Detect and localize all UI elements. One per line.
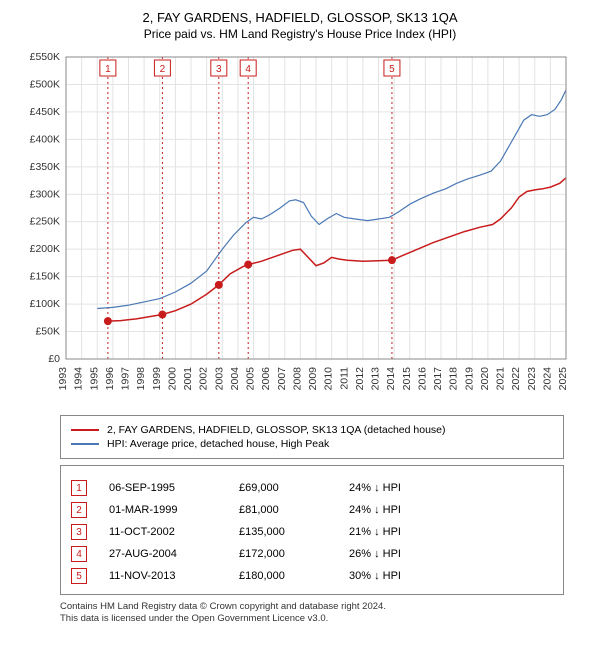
svg-text:2020: 2020 bbox=[479, 367, 491, 391]
legend-label: HPI: Average price, detached house, High… bbox=[107, 438, 329, 450]
svg-text:1997: 1997 bbox=[120, 367, 132, 391]
svg-text:2004: 2004 bbox=[229, 367, 241, 391]
svg-text:2010: 2010 bbox=[323, 367, 335, 391]
legend: 2, FAY GARDENS, HADFIELD, GLOSSOP, SK13 … bbox=[60, 415, 564, 459]
svg-text:2013: 2013 bbox=[370, 367, 382, 391]
svg-text:2001: 2001 bbox=[182, 367, 194, 391]
svg-text:2008: 2008 bbox=[291, 367, 303, 391]
footer-line: This data is licensed under the Open Gov… bbox=[60, 613, 564, 625]
svg-text:3: 3 bbox=[216, 64, 222, 75]
svg-text:5: 5 bbox=[389, 64, 395, 75]
svg-text:2019: 2019 bbox=[463, 367, 475, 391]
sale-number-badge: 5 bbox=[71, 568, 87, 584]
svg-text:1995: 1995 bbox=[88, 367, 100, 391]
svg-text:2018: 2018 bbox=[448, 367, 460, 391]
svg-text:1994: 1994 bbox=[73, 367, 85, 391]
svg-text:4: 4 bbox=[245, 64, 251, 75]
svg-text:2012: 2012 bbox=[354, 367, 366, 391]
sale-delta-hpi: 24% ↓ HPI bbox=[349, 504, 469, 516]
sales-table: 1 06-SEP-1995£69,00024% ↓ HPI 2 01-MAR-1999… bbox=[60, 465, 564, 595]
svg-text:£250K: £250K bbox=[30, 216, 60, 228]
svg-text:2025: 2025 bbox=[557, 367, 569, 391]
page-subtitle: Price paid vs. HM Land Registry's House … bbox=[8, 27, 592, 41]
svg-text:2021: 2021 bbox=[495, 367, 507, 391]
sale-price: £69,000 bbox=[239, 482, 349, 494]
svg-text:£300K: £300K bbox=[30, 188, 60, 200]
sale-date: 11-OCT-2002 bbox=[109, 526, 239, 538]
svg-text:£350K: £350K bbox=[30, 161, 60, 173]
legend-item: 2, FAY GARDENS, HADFIELD, GLOSSOP, SK13 … bbox=[71, 424, 553, 436]
sale-delta-hpi: 26% ↓ HPI bbox=[349, 548, 469, 560]
table-row: 3 11-OCT-2002£135,00021% ↓ HPI bbox=[71, 524, 553, 540]
svg-text:£200K: £200K bbox=[30, 243, 60, 255]
page-title: 2, FAY GARDENS, HADFIELD, GLOSSOP, SK13 … bbox=[8, 10, 592, 25]
price-chart: £0 £50K £100K £150K £200K £250K £300K £350K £400… bbox=[20, 49, 580, 409]
svg-text:2009: 2009 bbox=[307, 367, 319, 391]
svg-text:£400K: £400K bbox=[30, 133, 60, 145]
svg-text:2017: 2017 bbox=[432, 367, 444, 391]
svg-text:2000: 2000 bbox=[166, 367, 178, 391]
sale-date: 27-AUG-2004 bbox=[109, 548, 239, 560]
legend-swatch-blue bbox=[71, 443, 99, 445]
svg-text:1996: 1996 bbox=[104, 367, 116, 391]
sale-delta-hpi: 21% ↓ HPI bbox=[349, 526, 469, 538]
table-row: 5 11-NOV-2013£180,00030% ↓ HPI bbox=[71, 568, 553, 584]
sale-price: £135,000 bbox=[239, 526, 349, 538]
svg-text:2: 2 bbox=[160, 64, 166, 75]
sale-number-badge: 4 bbox=[71, 546, 87, 562]
svg-text:£550K: £550K bbox=[30, 51, 60, 63]
svg-text:£450K: £450K bbox=[30, 106, 60, 118]
sale-date: 01-MAR-1999 bbox=[109, 504, 239, 516]
legend-swatch-red bbox=[71, 429, 99, 431]
table-row: 1 06-SEP-1995£69,00024% ↓ HPI bbox=[71, 480, 553, 496]
svg-text:2006: 2006 bbox=[260, 367, 272, 391]
sale-delta-hpi: 30% ↓ HPI bbox=[349, 570, 469, 582]
svg-text:£500K: £500K bbox=[30, 78, 60, 90]
svg-text:2016: 2016 bbox=[416, 367, 428, 391]
svg-text:£0: £0 bbox=[48, 353, 60, 365]
svg-text:1993: 1993 bbox=[57, 367, 69, 391]
svg-text:2007: 2007 bbox=[276, 367, 288, 391]
svg-text:2024: 2024 bbox=[541, 367, 553, 391]
sale-price: £172,000 bbox=[239, 548, 349, 560]
footer-line: Contains HM Land Registry data © Crown c… bbox=[60, 601, 564, 613]
svg-text:2014: 2014 bbox=[385, 367, 397, 391]
svg-text:2015: 2015 bbox=[401, 367, 413, 391]
svg-text:£150K: £150K bbox=[30, 271, 60, 283]
svg-text:2003: 2003 bbox=[213, 367, 225, 391]
svg-text:2023: 2023 bbox=[526, 367, 538, 391]
sale-number-badge: 1 bbox=[71, 480, 87, 496]
table-row: 2 01-MAR-1999£81,00024% ↓ HPI bbox=[71, 502, 553, 518]
legend-item: HPI: Average price, detached house, High… bbox=[71, 438, 553, 450]
svg-text:2005: 2005 bbox=[245, 367, 257, 391]
sale-delta-hpi: 24% ↓ HPI bbox=[349, 482, 469, 494]
sale-date: 06-SEP-1995 bbox=[109, 482, 239, 494]
chart-container: £0 £50K £100K £150K £200K £250K £300K £350K £400… bbox=[20, 49, 580, 409]
sale-number-badge: 2 bbox=[71, 502, 87, 518]
sale-number-badge: 3 bbox=[71, 524, 87, 540]
svg-text:£50K: £50K bbox=[35, 326, 60, 338]
sale-price: £180,000 bbox=[239, 570, 349, 582]
svg-text:2011: 2011 bbox=[338, 367, 350, 390]
sale-price: £81,000 bbox=[239, 504, 349, 516]
svg-text:£100K: £100K bbox=[30, 298, 60, 310]
svg-text:2002: 2002 bbox=[198, 367, 210, 391]
svg-text:2022: 2022 bbox=[510, 367, 522, 391]
legend-label: 2, FAY GARDENS, HADFIELD, GLOSSOP, SK13 … bbox=[107, 424, 446, 436]
svg-text:1998: 1998 bbox=[135, 367, 147, 391]
footer-attribution: Contains HM Land Registry data © Crown c… bbox=[60, 601, 564, 626]
svg-text:1999: 1999 bbox=[151, 367, 163, 391]
sale-date: 11-NOV-2013 bbox=[109, 570, 239, 582]
table-row: 4 27-AUG-2004£172,00026% ↓ HPI bbox=[71, 546, 553, 562]
svg-text:1: 1 bbox=[105, 64, 111, 75]
